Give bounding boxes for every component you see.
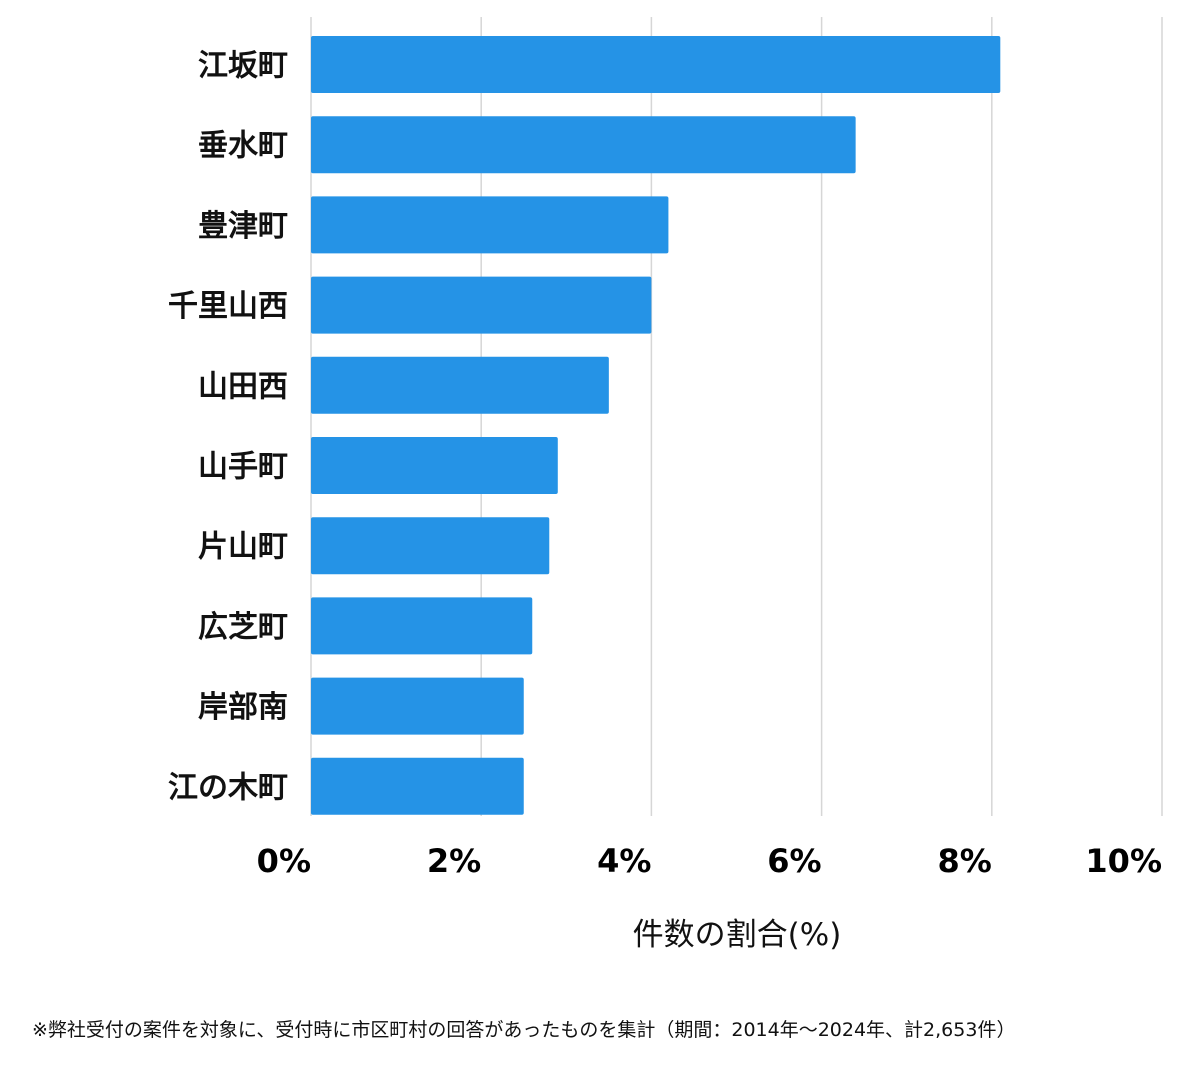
category-label: 垂水町 (198, 129, 288, 164)
category-label: 岸部南 (198, 690, 288, 725)
x-tick-label: 6% (767, 842, 821, 880)
category-label: 山田西 (198, 369, 288, 404)
footnote: ※弊社受付の案件を対象に、受付時に市区町村の回答があったものを集計（期間：201… (32, 1019, 1016, 1041)
bar (311, 597, 533, 655)
category-label: 江坂町 (198, 49, 288, 84)
bar (311, 196, 669, 254)
bar (311, 116, 856, 174)
bar (311, 517, 550, 575)
bar (311, 356, 609, 414)
category-label: 千里山西 (168, 289, 288, 324)
category-label: 山手町 (198, 450, 288, 485)
bar (311, 437, 558, 494)
category-label: 片山町 (198, 530, 288, 565)
bars (311, 36, 1001, 815)
bar (311, 276, 652, 334)
x-tick-label: 10% (1085, 842, 1162, 880)
x-axis-title: 件数の割合(%) (633, 917, 842, 953)
x-tick-label: 2% (427, 842, 481, 880)
bar (311, 36, 1001, 93)
x-tick-labels: 0% 2% 4% 6% 8% 10% (257, 842, 1162, 880)
bar (311, 757, 524, 815)
x-tick-label: 0% (257, 842, 311, 880)
category-label: 豊津町 (198, 209, 288, 244)
category-label: 江の木町 (168, 770, 288, 805)
bar (311, 677, 524, 735)
category-label: 広芝町 (198, 610, 288, 645)
x-tick-label: 8% (937, 842, 991, 880)
x-tick-label: 4% (597, 842, 651, 880)
